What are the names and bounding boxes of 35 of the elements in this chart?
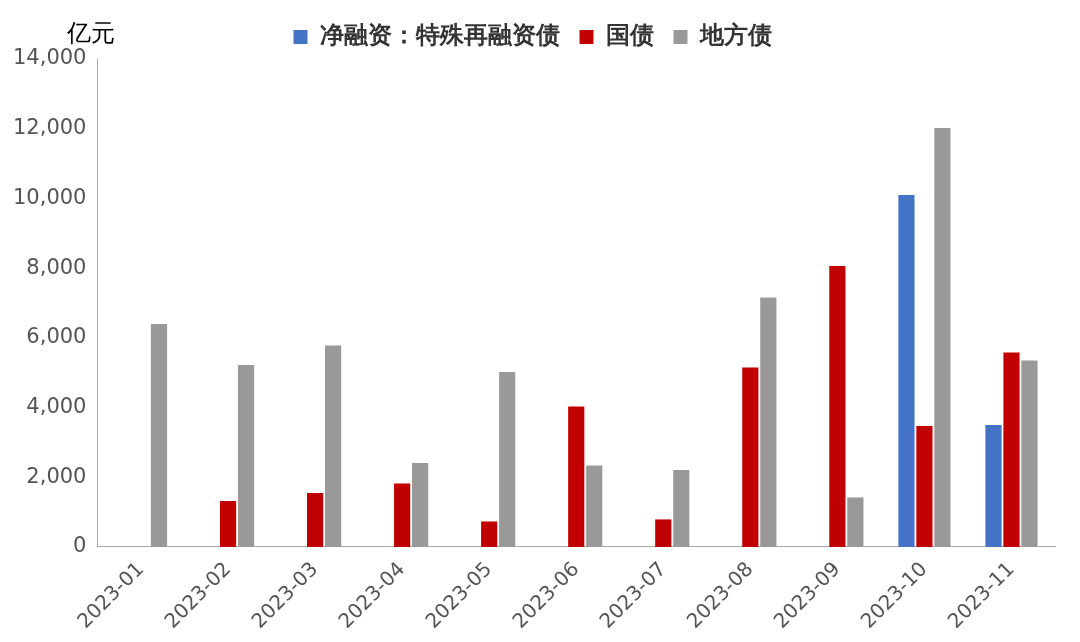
bar (324, 345, 342, 547)
y-tick-label: 14,000 (13, 45, 87, 70)
bar (829, 266, 846, 547)
bar (673, 469, 690, 547)
bar (847, 497, 864, 547)
y-tick-label: 10,000 (13, 184, 87, 209)
bar (412, 462, 429, 547)
bar (934, 128, 951, 547)
bar (985, 424, 1002, 547)
bar (916, 426, 933, 547)
bar (499, 371, 516, 547)
bar (760, 297, 777, 547)
bar (586, 465, 603, 547)
bar (655, 519, 672, 547)
bar (307, 492, 324, 547)
bar (1021, 360, 1038, 547)
y-tick-label: 12,000 (13, 115, 87, 140)
legend-label: 净融资：特殊再融资债 (319, 21, 560, 50)
bar (568, 406, 585, 547)
y-tick-label: 4,000 (26, 393, 87, 418)
y-tick-label: 8,000 (26, 254, 87, 279)
bar (150, 323, 168, 547)
legend-label: 国债 (605, 21, 654, 50)
legend-label: 地方债 (698, 21, 772, 50)
bar (742, 367, 759, 547)
bar (237, 365, 255, 547)
y-tick-label: 0 (73, 533, 87, 558)
y-tick-label: 6,000 (26, 324, 87, 349)
bar (219, 500, 237, 547)
bar (898, 194, 915, 547)
y-axis-title: 亿元 (66, 19, 116, 48)
bar (1003, 352, 1020, 547)
bar (394, 483, 411, 547)
y-tick-label: 2,000 (26, 463, 87, 488)
bar (481, 521, 498, 547)
